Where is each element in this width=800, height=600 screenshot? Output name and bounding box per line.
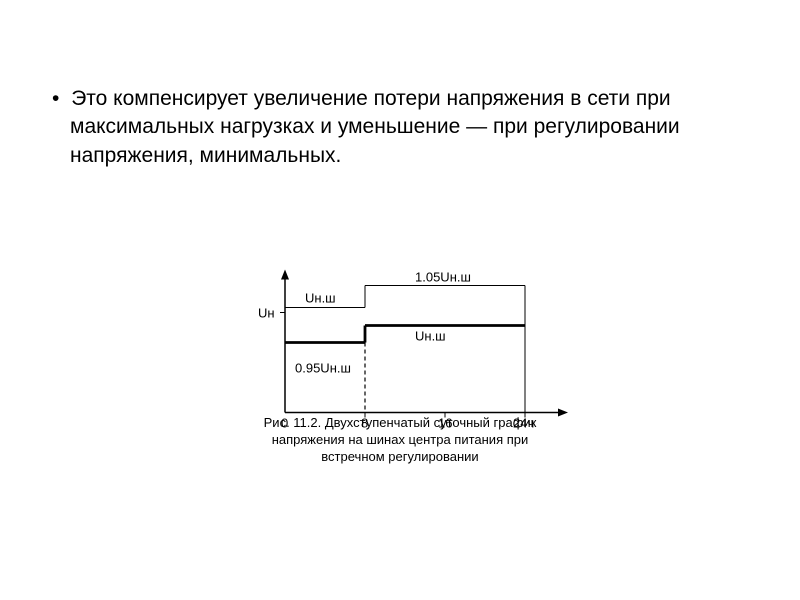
caption-line: Рис. 11.2. Двухступенчатый суточный граф… — [264, 415, 537, 430]
label-unsh-topleft: Uн.ш — [305, 291, 336, 306]
figure-caption: Рис. 11.2. Двухступенчатый суточный граф… — [220, 415, 580, 466]
label-unsh-mid: Uн.ш — [415, 329, 446, 344]
arrow-up-icon — [281, 270, 289, 280]
bullet-paragraph: Это компенсирует увеличение потери напря… — [70, 85, 740, 170]
bullet-text-content: Это компенсирует увеличение потери напря… — [70, 87, 680, 167]
caption-line: встречном регулировании — [321, 449, 478, 464]
y-label-un: Uн — [258, 306, 275, 321]
label-095unsh: 0.95Uн.ш — [295, 361, 351, 376]
caption-line: напряжения на шинах центра питания при — [272, 432, 529, 447]
label-105unsh: 1.05Uн.ш — [415, 270, 471, 285]
